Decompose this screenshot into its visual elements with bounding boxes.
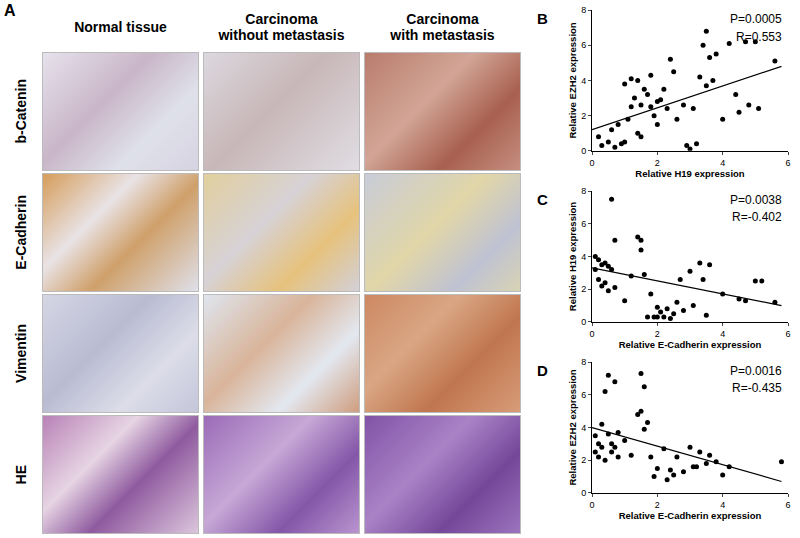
svg-text:8: 8 <box>581 5 586 15</box>
svg-text:2: 2 <box>581 284 586 294</box>
svg-text:4: 4 <box>720 329 725 339</box>
svg-text:P=0.0005: P=0.0005 <box>730 12 782 26</box>
svg-text:Relative E-Cadherin expression: Relative E-Cadherin expression <box>619 339 762 350</box>
svg-text:Relative EZH2 expression: Relative EZH2 expression <box>567 369 578 485</box>
svg-text:6: 6 <box>581 40 586 50</box>
svg-text:0: 0 <box>581 317 586 327</box>
svg-text:4: 4 <box>581 76 586 86</box>
svg-text:8: 8 <box>581 186 586 196</box>
svg-text:B: B <box>537 10 548 27</box>
svg-text:6: 6 <box>785 158 790 168</box>
svg-text:6: 6 <box>581 390 586 400</box>
svg-text:P=0.0016: P=0.0016 <box>730 364 782 378</box>
svg-text:0: 0 <box>581 146 586 156</box>
svg-text:2: 2 <box>581 111 586 121</box>
html-text:E-Cadherin: E-Cadherin <box>13 195 29 270</box>
svg-text:R=0.553: R=0.553 <box>736 30 782 44</box>
svg-text:2: 2 <box>581 455 586 465</box>
svg-text:R=-0.402: R=-0.402 <box>732 210 782 224</box>
html-text:b-Catenin: b-Catenin <box>13 79 29 144</box>
svg-text:R=-0.435: R=-0.435 <box>732 381 782 395</box>
svg-text:Relative H19 expression: Relative H19 expression <box>635 168 745 179</box>
html-text:Vimentin: Vimentin <box>13 324 29 383</box>
svg-text:4: 4 <box>720 500 725 510</box>
html-text:Carcinoma with metastasis: Carcinoma with metastasis <box>390 11 495 43</box>
svg-text:Relative E-Cadherin expression: Relative E-Cadherin expression <box>619 510 762 521</box>
svg-text:6: 6 <box>785 500 790 510</box>
html-text:HE: HE <box>13 464 29 485</box>
html-text:Carcinoma without metastasis: Carcinoma without metastasis <box>218 11 345 43</box>
svg-text:4: 4 <box>581 423 586 433</box>
svg-text:0: 0 <box>589 500 594 510</box>
svg-text:2: 2 <box>655 329 660 339</box>
svg-text:4: 4 <box>581 252 586 262</box>
svg-text:0: 0 <box>581 488 586 498</box>
svg-text:0: 0 <box>589 158 594 168</box>
svg-text:C: C <box>537 191 548 208</box>
svg-text:4: 4 <box>720 158 725 168</box>
svg-text:Relative EZH2 expression: Relative EZH2 expression <box>567 22 578 138</box>
html-text:A: A <box>4 2 16 19</box>
html-text:Normal tissue: Normal tissue <box>74 19 167 35</box>
svg-text:2: 2 <box>655 158 660 168</box>
svg-text:6: 6 <box>581 219 586 229</box>
svg-text:D: D <box>537 362 548 379</box>
svg-text:Relative H19 expression: Relative H19 expression <box>567 202 578 312</box>
svg-text:0: 0 <box>589 329 594 339</box>
svg-text:8: 8 <box>581 357 586 367</box>
svg-text:P=0.0038: P=0.0038 <box>730 193 782 207</box>
svg-text:2: 2 <box>655 500 660 510</box>
svg-text:6: 6 <box>785 329 790 339</box>
